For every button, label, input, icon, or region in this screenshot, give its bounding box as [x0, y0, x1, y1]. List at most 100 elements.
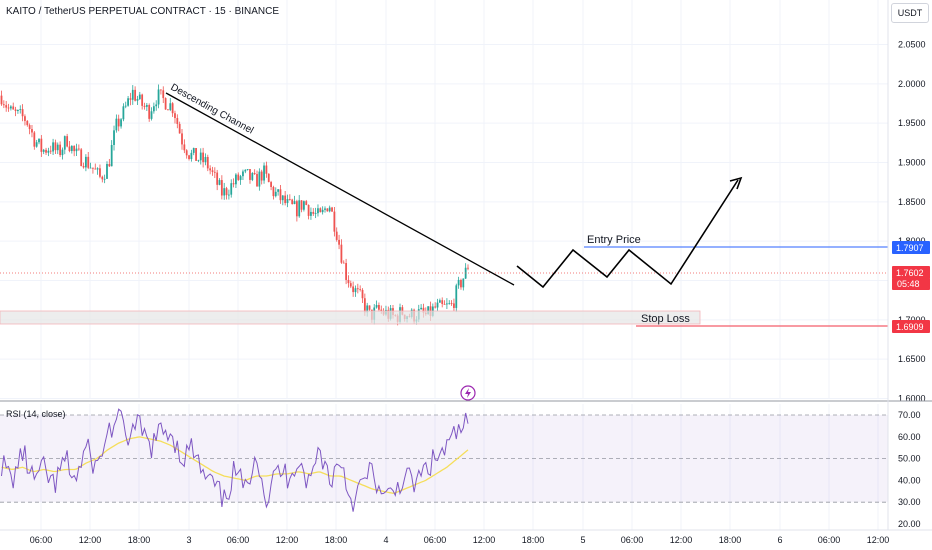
- time-tick-label: 06:00: [818, 535, 841, 545]
- candle-body: [295, 201, 298, 217]
- rsi-tick-label: 40.00: [898, 475, 921, 485]
- candle-body: [272, 186, 275, 197]
- candle-body: [17, 109, 19, 112]
- time-tick-label: 18:00: [128, 535, 151, 545]
- candle-body: [307, 204, 310, 216]
- rsi-tick-label: 60.00: [898, 432, 921, 442]
- candle-body: [227, 194, 230, 196]
- candle-body: [19, 109, 22, 110]
- candle-body: [152, 106, 155, 112]
- candle-body: [49, 150, 52, 152]
- rsi-indicator-label[interactable]: RSI (14, close): [6, 409, 66, 419]
- time-tick-label: 12:00: [867, 535, 890, 545]
- candle-body: [94, 168, 97, 170]
- candle-body: [99, 168, 101, 177]
- candle-body: [89, 167, 92, 169]
- descending-channel-label: Descending Channel: [169, 82, 256, 136]
- candle-body: [70, 145, 73, 152]
- candle-body: [122, 106, 125, 120]
- candle-body: [335, 231, 338, 240]
- candle-body: [321, 209, 324, 213]
- candle-body: [347, 279, 350, 284]
- candle-body: [232, 183, 235, 185]
- candle-body: [436, 302, 439, 308]
- price-tick-label: 1.6500: [898, 354, 926, 364]
- candle-body: [211, 170, 214, 172]
- candle-body: [178, 123, 181, 134]
- candle-body: [59, 144, 62, 156]
- candle-body: [113, 130, 115, 145]
- candle-body: [352, 286, 355, 293]
- symbol-title[interactable]: KAITO / TetherUS PERPETUAL CONTRACT · 15…: [6, 6, 280, 17]
- candle-body: [218, 180, 221, 185]
- candle-body: [145, 105, 148, 107]
- candle-body: [300, 200, 303, 210]
- candle-body: [24, 116, 26, 121]
- time-tick-label: 18:00: [719, 535, 742, 545]
- candle-body: [319, 208, 322, 213]
- currency-button[interactable]: USDT: [891, 3, 929, 23]
- candle-body: [270, 182, 272, 187]
- candle-body: [237, 174, 240, 180]
- time-tick-label: 3: [186, 535, 191, 545]
- descending-channel-line: [165, 92, 515, 286]
- candle-body: [185, 150, 188, 156]
- candle-body: [422, 307, 425, 313]
- candle-body: [420, 307, 423, 310]
- candle-body: [427, 306, 430, 315]
- candle-body: [349, 283, 352, 287]
- candle-body: [298, 200, 301, 217]
- entry-price-axis-text: 1.7907: [896, 243, 924, 253]
- rsi-ma-line: [1, 436, 469, 494]
- candle-body: [457, 279, 460, 286]
- candle-body: [460, 279, 462, 288]
- candle-body: [115, 118, 118, 131]
- candle-body: [260, 171, 263, 181]
- candle-body: [284, 195, 287, 204]
- candle-body: [467, 267, 469, 269]
- candle-body: [174, 113, 176, 119]
- candle-body: [455, 285, 458, 308]
- candle-body: [54, 142, 57, 151]
- candle-body: [40, 138, 43, 152]
- candle-body: [45, 149, 47, 153]
- stop-loss-axis-badge: [892, 320, 930, 333]
- candle-body: [5, 105, 8, 108]
- candle-body: [225, 188, 228, 196]
- stop-loss-axis-text: 1.6909: [896, 322, 924, 332]
- candle-body: [87, 156, 90, 168]
- candle-body: [338, 239, 340, 245]
- price-tick-label: 1.9500: [898, 118, 926, 128]
- candle-body: [192, 148, 195, 153]
- candle-body: [0, 95, 3, 105]
- candle-body: [267, 173, 270, 183]
- candle-body: [199, 152, 202, 161]
- candle-body: [63, 136, 66, 150]
- rsi-tick-label: 30.00: [898, 497, 921, 507]
- candle-body: [138, 94, 141, 99]
- candle-body: [378, 305, 380, 310]
- candle-body: [448, 303, 451, 305]
- candle-body: [2, 104, 5, 106]
- candle-body: [38, 138, 40, 143]
- candle-body: [26, 120, 29, 126]
- candle-body: [253, 173, 256, 175]
- rsi-pane: [0, 408, 888, 512]
- candle-body: [310, 211, 312, 216]
- candle-body: [195, 148, 197, 161]
- candle-body: [155, 104, 158, 107]
- candle-body: [204, 156, 207, 163]
- candle-body: [84, 156, 87, 168]
- candle-body: [197, 160, 200, 162]
- candle-body: [213, 171, 216, 173]
- candle-body: [246, 169, 249, 170]
- candle-body: [61, 149, 64, 156]
- price-tick-label: 1.9000: [898, 158, 926, 168]
- candle-body: [148, 105, 151, 119]
- time-tick-label: 06:00: [227, 535, 250, 545]
- time-tick-label: 06:00: [621, 535, 644, 545]
- candle-body: [82, 166, 85, 168]
- candle-body: [14, 109, 17, 112]
- candle-body: [31, 129, 33, 133]
